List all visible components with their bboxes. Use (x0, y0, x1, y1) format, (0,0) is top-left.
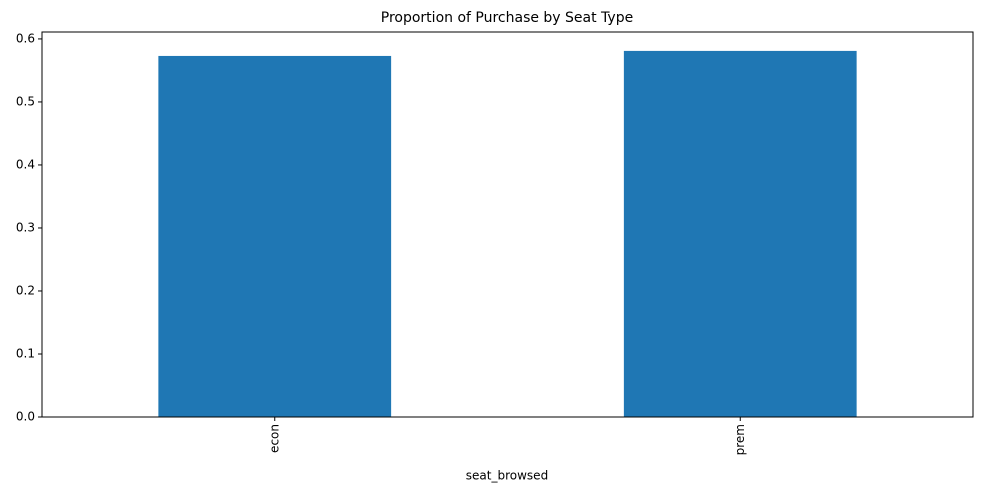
bar (158, 55, 392, 417)
y-tick-label: 0.2 (16, 283, 35, 297)
y-tick-label: 0.6 (16, 31, 35, 45)
x-tick-label: prem (733, 424, 747, 455)
y-tick-label: 0.1 (16, 346, 35, 360)
x-axis-label: seat_browsed (466, 469, 548, 483)
y-tick-label: 0.3 (16, 220, 35, 234)
bar (623, 50, 857, 417)
y-tick-label: 0.4 (16, 157, 35, 171)
x-tick-label: econ (267, 424, 281, 453)
plot-frame (41, 31, 974, 418)
y-tick-label: 0.0 (16, 410, 35, 424)
y-tick-label: 0.5 (16, 94, 35, 108)
chart-title: Proportion of Purchase by Seat Type (381, 10, 633, 26)
